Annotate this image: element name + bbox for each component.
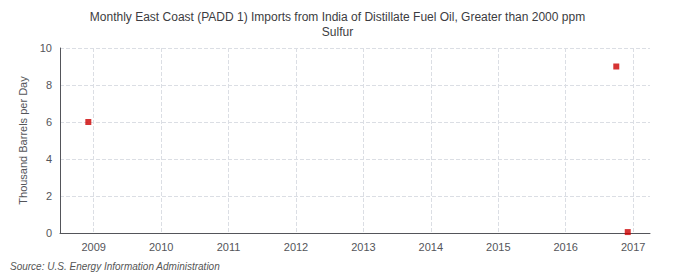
svg-text:Sulfur: Sulfur (322, 25, 353, 39)
svg-text:2012: 2012 (284, 241, 308, 253)
svg-text:2011: 2011 (217, 241, 241, 253)
svg-text:Source: U.S. Energy Informatio: Source: U.S. Energy Information Administ… (10, 261, 220, 272)
svg-text:4: 4 (46, 153, 52, 165)
svg-text:2014: 2014 (419, 241, 443, 253)
svg-text:2015: 2015 (486, 241, 510, 253)
svg-text:2013: 2013 (351, 241, 375, 253)
svg-text:6: 6 (46, 116, 52, 128)
svg-text:0: 0 (46, 227, 52, 239)
svg-text:8: 8 (46, 79, 52, 91)
svg-text:2017: 2017 (621, 241, 645, 253)
svg-text:Thousand Barrels per Day: Thousand Barrels per Day (17, 76, 29, 205)
svg-text:2009: 2009 (81, 241, 105, 253)
svg-text:Monthly East Coast (PADD 1) Im: Monthly East Coast (PADD 1) Imports from… (90, 10, 585, 24)
svg-text:2016: 2016 (553, 241, 577, 253)
svg-text:2: 2 (46, 190, 52, 202)
svg-text:10: 10 (40, 42, 52, 54)
svg-text:2010: 2010 (149, 241, 173, 253)
